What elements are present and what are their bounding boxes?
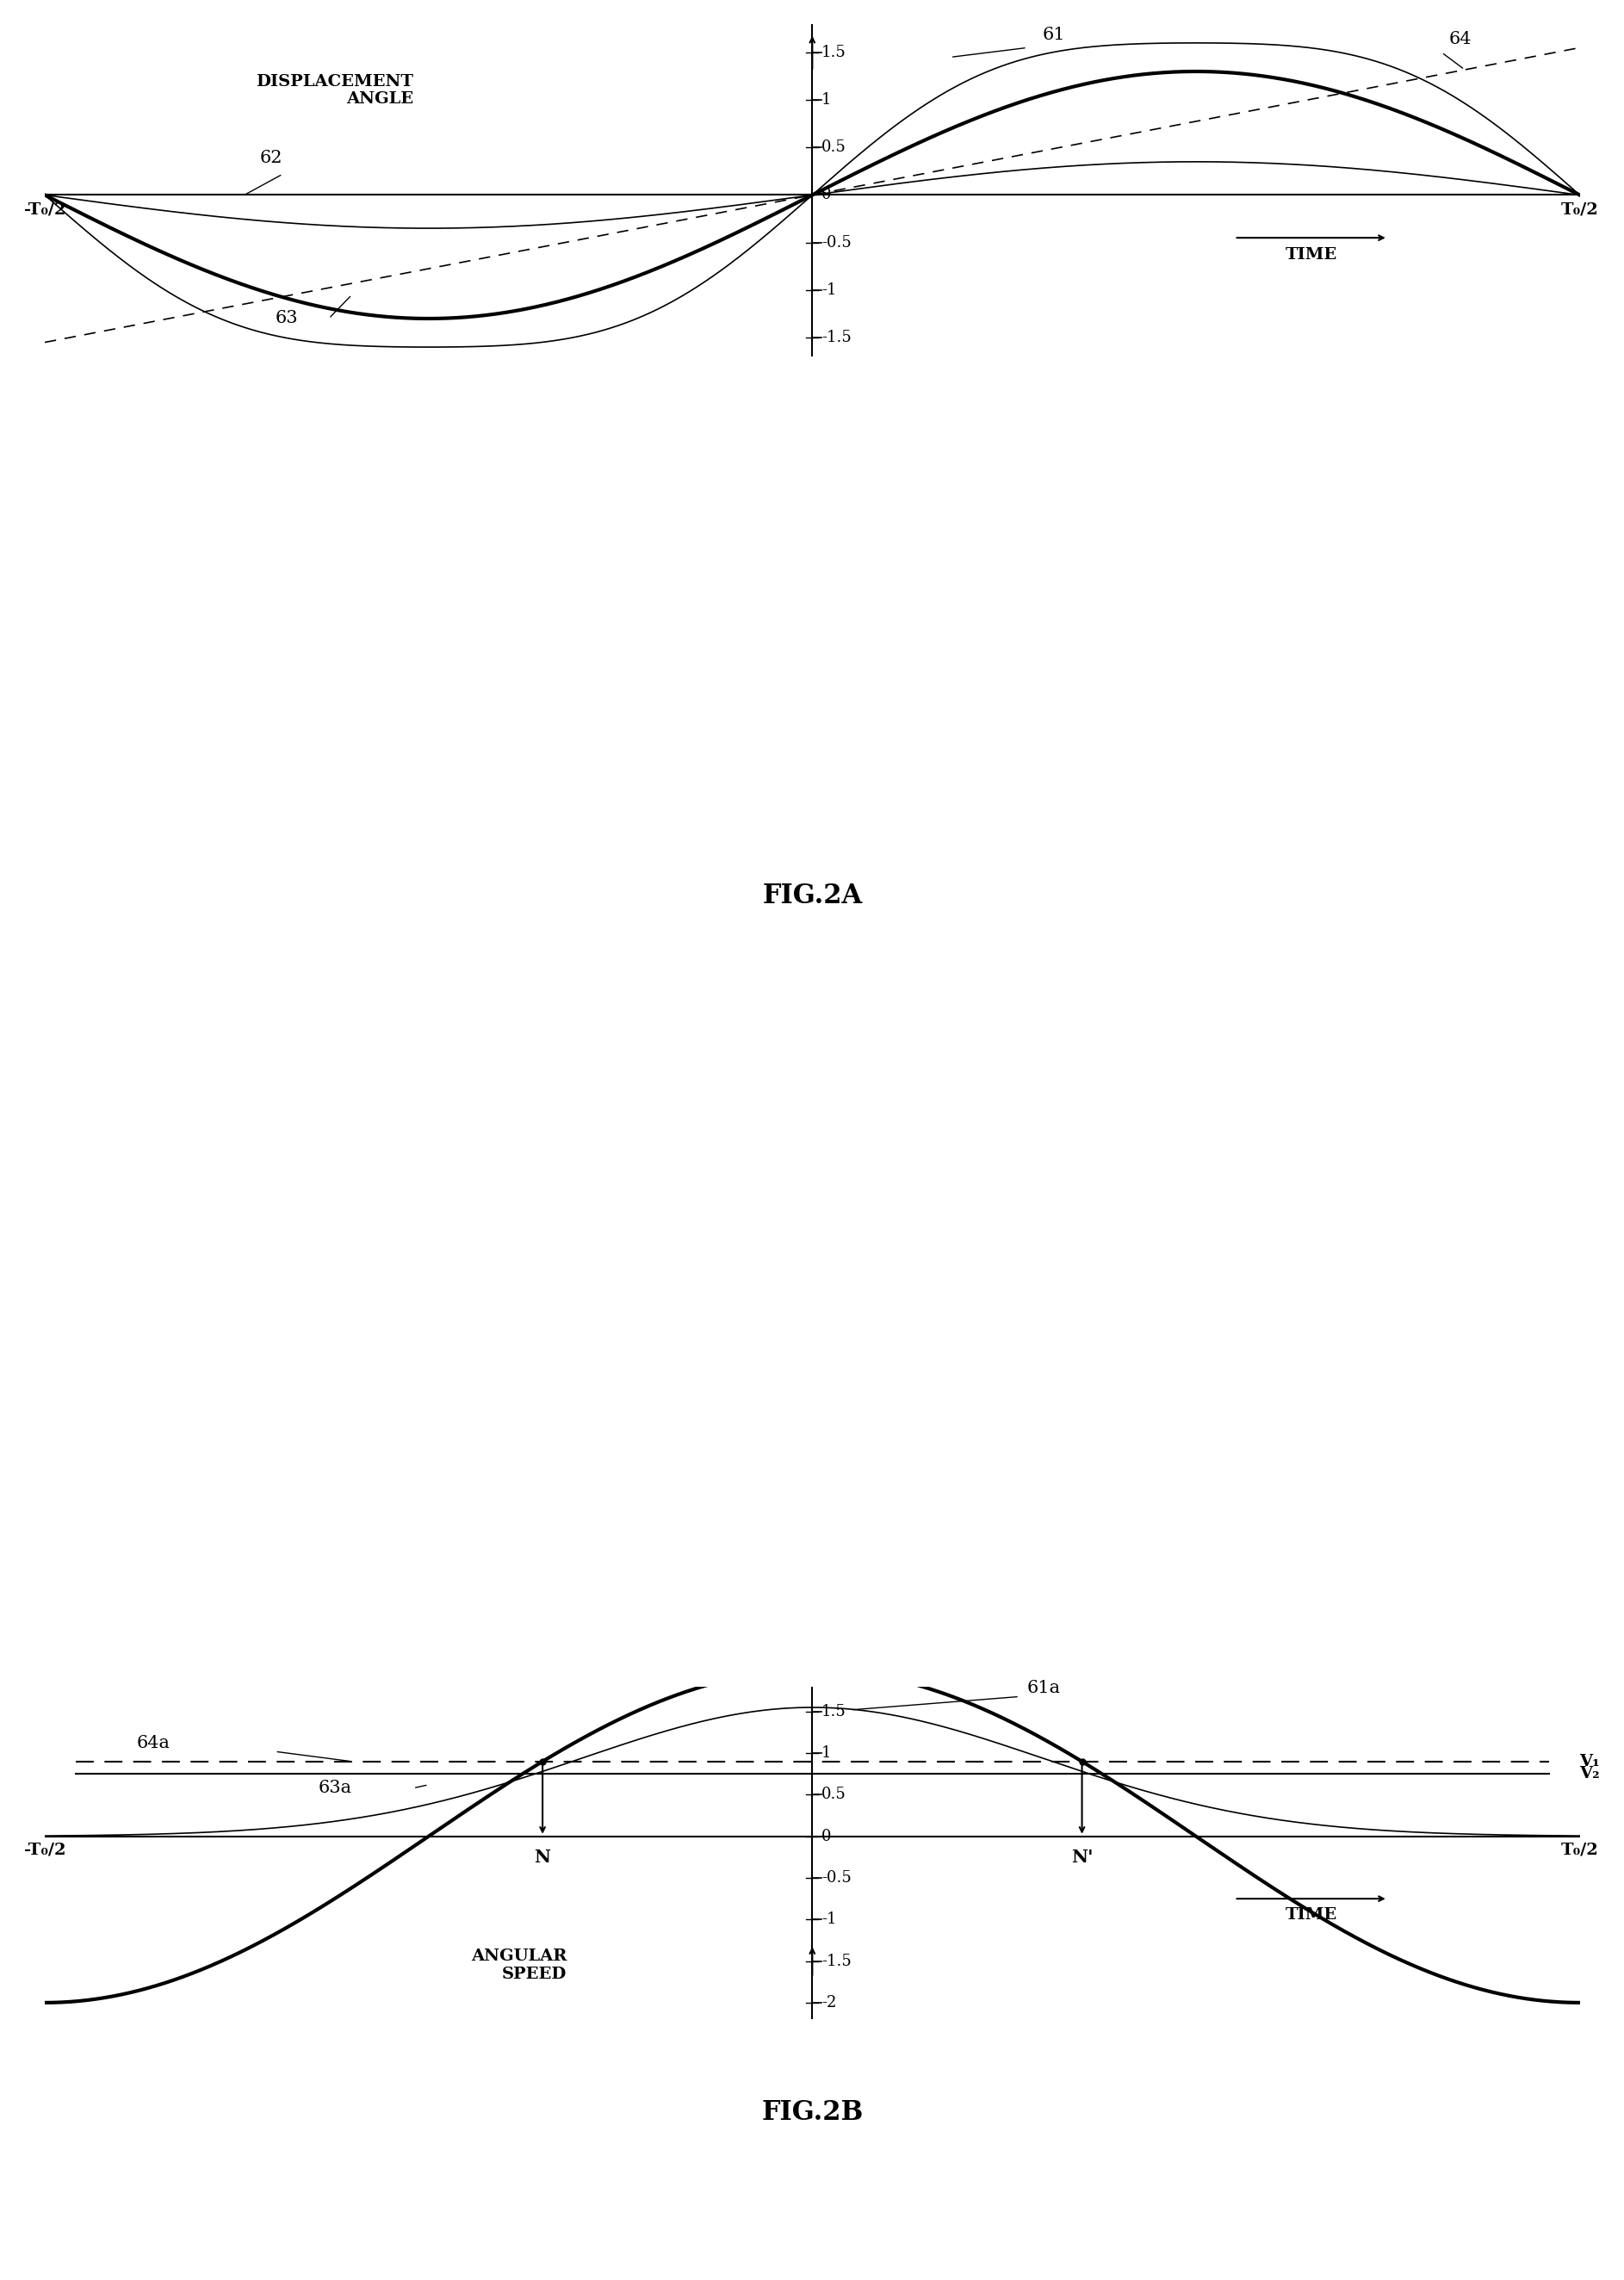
Text: -1: -1 xyxy=(822,1911,836,1927)
Text: TIME: TIME xyxy=(1285,246,1337,262)
Text: -0.5: -0.5 xyxy=(822,1870,851,1886)
Text: -1: -1 xyxy=(822,283,836,299)
Text: -1.5: -1.5 xyxy=(822,331,851,344)
Text: 64a: 64a xyxy=(136,1735,171,1751)
Text: 1: 1 xyxy=(822,1746,831,1760)
Text: 62: 62 xyxy=(260,150,283,166)
Text: -1.5: -1.5 xyxy=(822,1954,851,1970)
Text: FIG.2A: FIG.2A xyxy=(762,882,862,910)
Text: 64: 64 xyxy=(1449,32,1471,48)
Text: 1: 1 xyxy=(822,91,831,107)
Text: 63: 63 xyxy=(274,310,299,326)
Text: -T₀/2: -T₀/2 xyxy=(24,1842,65,1858)
Text: 1.5: 1.5 xyxy=(822,1703,846,1719)
Text: T₀/2: T₀/2 xyxy=(1561,201,1598,217)
Text: DISPLACEMENT
ANGLE: DISPLACEMENT ANGLE xyxy=(255,73,412,107)
Text: 61a: 61a xyxy=(1026,1680,1060,1696)
Text: ANGULAR
SPEED: ANGULAR SPEED xyxy=(471,1949,567,1981)
Text: TIME: TIME xyxy=(1285,1906,1337,1922)
Text: 61: 61 xyxy=(1043,27,1065,43)
Text: V₁: V₁ xyxy=(1580,1753,1600,1769)
Text: -2: -2 xyxy=(822,1995,836,2011)
Text: V₂: V₂ xyxy=(1580,1767,1600,1781)
Text: 0.5: 0.5 xyxy=(822,139,846,155)
Text: 0: 0 xyxy=(822,187,831,203)
Text: N: N xyxy=(534,1849,551,1865)
Text: 1.5: 1.5 xyxy=(822,46,846,59)
Text: -0.5: -0.5 xyxy=(822,235,851,251)
Text: 0: 0 xyxy=(822,1829,831,1845)
Text: 0.5: 0.5 xyxy=(822,1788,846,1803)
Text: FIG.2B: FIG.2B xyxy=(762,2100,864,2125)
Text: T₀/2: T₀/2 xyxy=(1561,1842,1598,1858)
Text: 63a: 63a xyxy=(318,1781,352,1797)
Text: -T₀/2: -T₀/2 xyxy=(24,201,65,217)
Text: N': N' xyxy=(1070,1849,1093,1865)
